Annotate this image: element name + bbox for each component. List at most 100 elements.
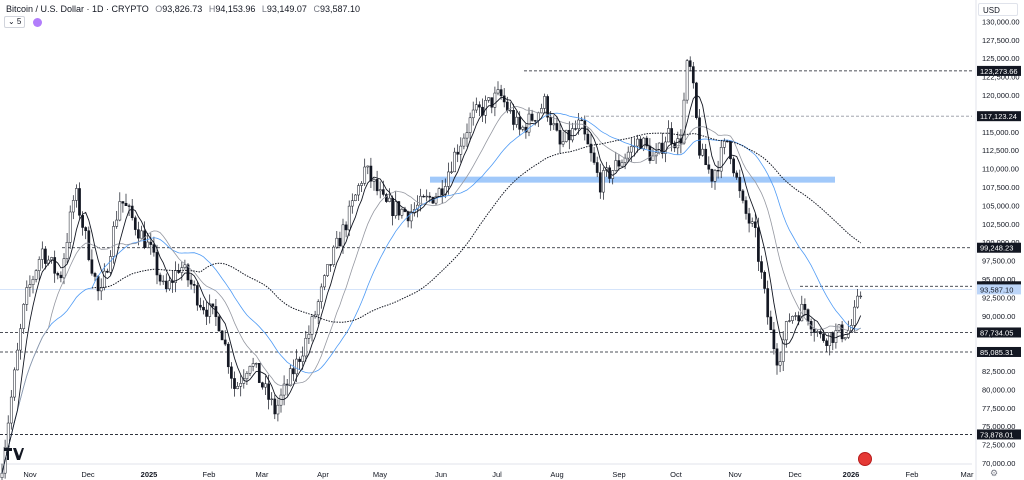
candle-body	[518, 116, 522, 130]
candle-body	[22, 304, 26, 329]
candle-body	[695, 82, 698, 118]
candle-body	[648, 145, 652, 161]
candle-body	[732, 158, 735, 174]
x-tick-label: 2026	[843, 470, 860, 479]
candle-body	[533, 120, 537, 122]
candle-body	[385, 194, 388, 202]
level-price-tag	[977, 111, 1021, 122]
candle-body	[137, 229, 140, 239]
candle-body	[794, 315, 797, 317]
candle-body	[509, 109, 512, 112]
candle-body	[834, 330, 838, 343]
support-zone-band	[430, 176, 835, 183]
candle-body	[828, 332, 832, 346]
indicator-controls: ⌄ 5	[4, 16, 43, 28]
candle-body	[419, 195, 422, 206]
level-price-tag	[977, 242, 1021, 253]
candle-body	[68, 211, 72, 243]
x-tick-label: Dec	[81, 470, 95, 479]
candle-body	[685, 60, 689, 101]
candle-body	[657, 142, 661, 153]
candle-body	[90, 259, 94, 274]
y-tick-label: 75,000.00	[982, 422, 1015, 431]
candle-body	[254, 363, 258, 365]
x-tick-label: Nov	[728, 470, 742, 479]
candle-body	[722, 140, 726, 148]
candle-body	[140, 230, 143, 239]
candle-body	[465, 132, 469, 139]
candle-body	[71, 200, 75, 213]
candle-body	[527, 113, 531, 133]
low-label: L	[261, 4, 267, 14]
candle-body	[391, 197, 394, 216]
indicator-dot-icon[interactable]	[33, 17, 43, 27]
candle-body	[350, 200, 354, 207]
candle-body	[261, 382, 264, 388]
candle-body	[223, 339, 227, 345]
candle-body	[93, 273, 97, 277]
candle-body	[233, 378, 236, 389]
candle-body	[211, 303, 215, 307]
candle-body	[16, 349, 19, 371]
level-price-label: 99,248.23	[980, 244, 1013, 253]
x-tick-label: Apr	[317, 470, 329, 479]
candle-body	[701, 148, 704, 156]
candle-body	[199, 304, 202, 308]
y-tick-label: 82,500.00	[982, 367, 1015, 376]
candle-body	[515, 116, 518, 125]
candle-body	[598, 172, 602, 193]
candle-body	[158, 274, 162, 282]
candle-body	[676, 138, 680, 149]
candle-body	[394, 201, 398, 216]
candle-body	[772, 329, 776, 350]
y-tick-label: 130,000.00	[982, 17, 1020, 26]
candle-body	[298, 358, 301, 362]
candle-body	[636, 138, 639, 147]
candle-body	[75, 188, 78, 201]
x-tick-label: Feb	[906, 470, 919, 479]
last-price-label: 93,587.10	[980, 285, 1013, 294]
y-tick-label: 105,000.00	[982, 201, 1020, 210]
candle-body	[282, 383, 286, 396]
candle-body	[660, 142, 664, 154]
settings-gear-icon[interactable]: ⚙	[990, 468, 999, 478]
y-tick-label: 70,000.00	[982, 459, 1015, 468]
candle-body	[143, 230, 146, 248]
high-label: H	[208, 4, 216, 14]
collapse-indicators-button[interactable]: ⌄ 5	[4, 16, 26, 28]
candle-body	[738, 177, 742, 192]
candle-body	[691, 66, 695, 84]
us-flag-icon[interactable]	[858, 452, 872, 466]
chart-header: Bitcoin / U.S. Dollar · 1D · CRYPTO O93,…	[6, 4, 360, 14]
candle-body	[236, 386, 239, 389]
candle-body	[109, 256, 112, 273]
candle-body	[592, 152, 596, 163]
symbol-title[interactable]: Bitcoin / U.S. Dollar · 1D · CRYPTO	[6, 4, 149, 14]
y-tick-label: 112,500.00	[982, 146, 1019, 155]
candle-body	[19, 328, 22, 351]
candle-body	[803, 303, 807, 310]
candle-body	[757, 227, 760, 262]
tradingview-logo-icon[interactable]	[4, 448, 24, 460]
candle-body	[301, 355, 305, 362]
candle-body	[499, 89, 503, 97]
close-label: C	[313, 4, 320, 14]
candle-body	[34, 270, 38, 280]
candle-body	[53, 257, 57, 274]
candle-body	[65, 242, 69, 259]
candle-body	[741, 190, 745, 201]
y-tick-label: 127,500.00	[982, 36, 1020, 45]
candle-body	[59, 274, 63, 279]
candle-body	[332, 246, 336, 265]
candle-body	[856, 295, 859, 308]
y-tick-label: 92,500.00	[982, 293, 1015, 302]
y-tick-label: 110,000.00	[982, 165, 1019, 174]
currency-selector[interactable]: USD	[978, 3, 1018, 16]
y-tick-label: 120,000.00	[982, 91, 1020, 100]
y-tick-label: 90,000.00	[982, 312, 1015, 321]
candle-body	[409, 212, 413, 222]
candle-body	[589, 143, 593, 154]
candle-body	[152, 244, 156, 253]
candle-body	[440, 188, 444, 196]
